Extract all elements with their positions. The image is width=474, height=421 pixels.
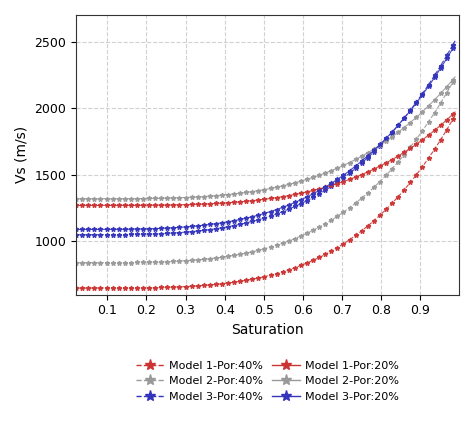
Y-axis label: Vs (m/s): Vs (m/s): [15, 126, 29, 184]
Legend: Model 1-Por:40%, Model 2-Por:40%, Model 3-Por:40%, Model 1-Por:20%, Model 2-Por:: Model 1-Por:40%, Model 2-Por:40%, Model …: [131, 356, 404, 406]
X-axis label: Saturation: Saturation: [231, 323, 304, 337]
